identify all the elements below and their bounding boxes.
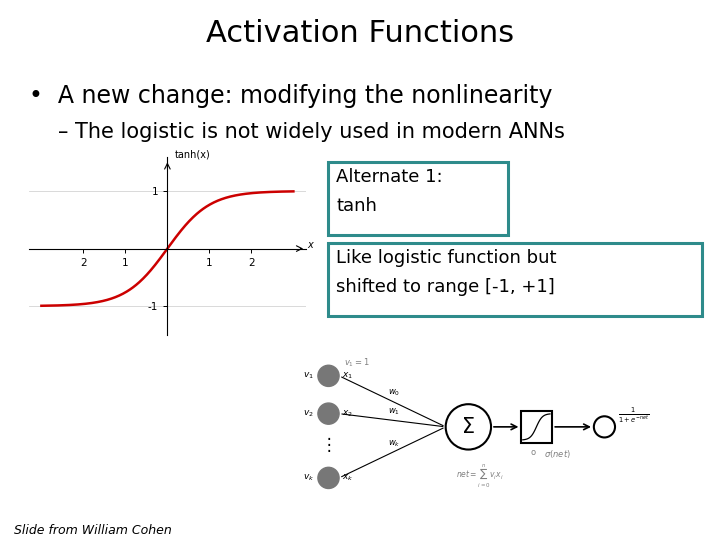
Text: $\frac{1}{1+e^{-net}}$: $\frac{1}{1+e^{-net}}$ [618,406,649,426]
Text: Slide from William Cohen: Slide from William Cohen [14,524,172,537]
Circle shape [318,365,339,387]
Text: $v_1 = 1$: $v_1 = 1$ [343,356,369,369]
Text: $x_k$: $x_k$ [342,472,354,483]
Text: – The logistic is not widely used in modern ANNs: – The logistic is not widely used in mod… [58,122,564,141]
Text: tanh: tanh [336,197,377,215]
Text: Alternate 1:: Alternate 1: [336,168,443,186]
Text: $x_1$: $x_1$ [342,370,353,381]
Text: $\Sigma$: $\Sigma$ [462,417,475,437]
Text: Like logistic function but: Like logistic function but [336,249,557,267]
Text: o: o [530,448,535,457]
Text: $w_k$: $w_k$ [388,439,400,449]
Text: $w_0$: $w_0$ [388,388,400,399]
Text: $x_2$: $x_2$ [342,408,353,419]
Text: $net = \sum_{i=0}^{n} v_i x_i$: $net = \sum_{i=0}^{n} v_i x_i$ [456,463,503,490]
Text: ⋮: ⋮ [320,436,337,454]
Circle shape [318,403,339,424]
Text: shifted to range [-1, +1]: shifted to range [-1, +1] [336,278,555,296]
Text: $v_2$: $v_2$ [303,408,314,419]
Text: $v_1$: $v_1$ [303,370,314,381]
Bar [521,411,552,443]
Text: $\sigma(net)$: $\sigma(net)$ [544,448,571,460]
Text: tanh(x): tanh(x) [175,150,211,159]
Text: Activation Functions: Activation Functions [206,19,514,48]
Text: $v_k$: $v_k$ [303,472,314,483]
Circle shape [318,467,339,489]
Text: x: x [307,240,312,250]
Text: •  A new change: modifying the nonlinearity: • A new change: modifying the nonlineari… [29,84,552,107]
Text: $w_1$: $w_1$ [388,407,400,417]
